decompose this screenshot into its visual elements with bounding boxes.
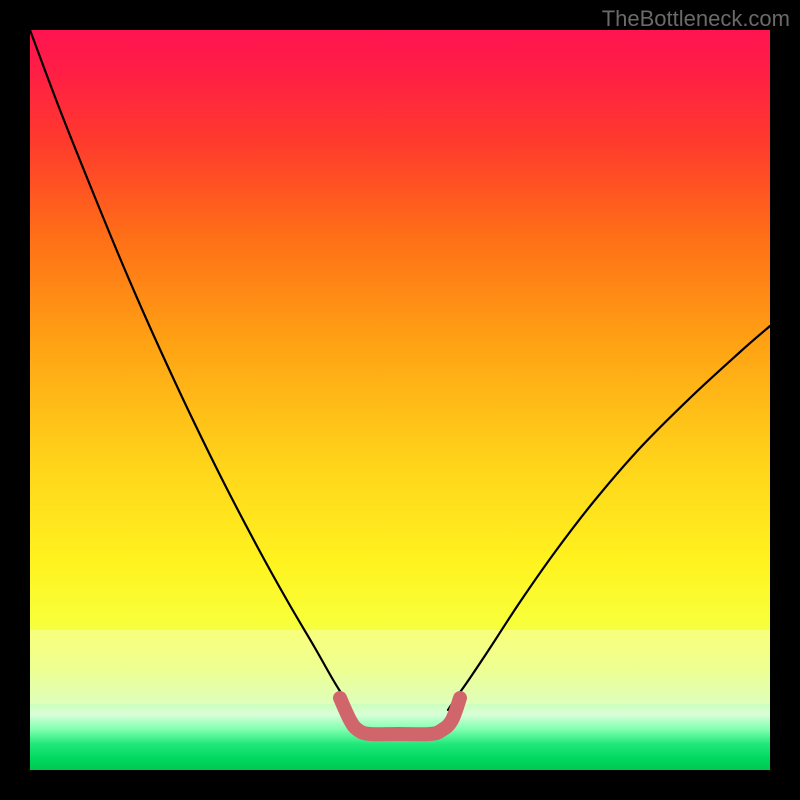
curve-left-branch [30,30,350,710]
watermark-text: TheBottleneck.com [602,6,790,32]
chart-container: TheBottleneck.com [0,0,800,800]
pale-highlight-band [30,630,770,704]
chart-overlay [0,0,800,800]
